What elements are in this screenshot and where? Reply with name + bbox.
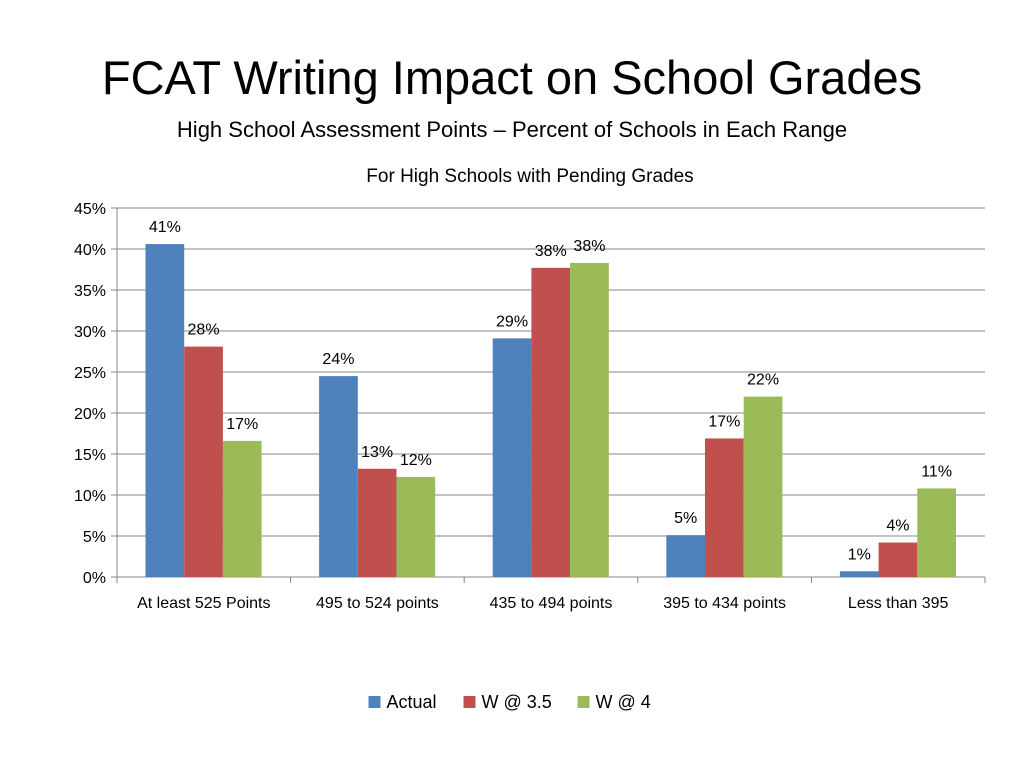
bar xyxy=(839,571,879,577)
y-tick-label: 0% xyxy=(83,570,106,587)
legend-label: W @ 3.5 xyxy=(482,692,552,712)
legend-swatch xyxy=(368,696,381,708)
y-tick-label: 30% xyxy=(74,324,106,341)
bar xyxy=(396,476,436,577)
bar xyxy=(705,438,744,577)
data-label: 11% xyxy=(921,463,952,480)
y-tick-label: 45% xyxy=(74,201,106,218)
y-tick-label: 20% xyxy=(74,406,106,423)
x-tick-label: 435 to 494 points xyxy=(490,595,613,612)
legend-label: W @ 4 xyxy=(596,692,651,712)
slide-subtitle: High School Assessment Points – Percent … xyxy=(176,117,848,142)
data-label: 41% xyxy=(149,219,181,236)
bar xyxy=(357,468,397,577)
slide-title: FCAT Writing Impact on School Grades xyxy=(101,51,923,104)
y-tick-label: 10% xyxy=(74,488,106,505)
y-tick-label: 15% xyxy=(74,447,106,464)
bar xyxy=(319,376,358,577)
y-tick-label: 5% xyxy=(83,529,106,546)
bar xyxy=(570,262,609,577)
data-label: 17% xyxy=(708,413,740,430)
chart-area: For High Schools with Pending Grades 0% 5… xyxy=(0,150,1024,740)
data-label: 12% xyxy=(400,452,432,469)
x-tick-label: At least 525 Points xyxy=(137,595,270,612)
data-label: 17% xyxy=(226,416,258,433)
legend-swatch xyxy=(463,696,476,708)
bar xyxy=(531,267,571,577)
x-tick-label: Less than 395 xyxy=(848,595,949,612)
bar xyxy=(878,542,918,577)
data-label: 29% xyxy=(496,313,528,330)
data-label: 4% xyxy=(886,518,909,535)
bar xyxy=(743,396,783,577)
data-labels: 41% 28% 17% 24% 13% 12% 29% 38% 38% 5% 17% 22% 1% 4% 1… xyxy=(149,219,952,563)
axes: 0% 5% 10% 15% 20% 25% 30% 35% 40% 45% At least 525… xyxy=(74,201,986,612)
bar-chart: For High Schools with Pending Grades 0% 5… xyxy=(74,166,986,712)
x-tick-label: 395 to 434 points xyxy=(663,595,786,612)
y-tick-label: 35% xyxy=(74,283,106,300)
bar xyxy=(222,440,262,577)
bar xyxy=(145,244,185,577)
legend-swatch xyxy=(577,696,590,708)
legend-label: Actual xyxy=(387,692,437,712)
bar xyxy=(492,338,532,577)
bar xyxy=(917,488,956,577)
data-label: 5% xyxy=(674,510,697,527)
bars xyxy=(145,244,956,577)
x-tick-label: 495 to 524 points xyxy=(316,595,439,612)
data-label: 22% xyxy=(747,372,779,389)
data-label: 1% xyxy=(848,546,871,563)
data-label: 24% xyxy=(322,351,354,368)
data-label: 38% xyxy=(573,238,605,255)
data-label: 38% xyxy=(535,243,567,260)
bar xyxy=(666,535,705,577)
chart-title: For High Schools with Pending Grades xyxy=(366,166,693,187)
y-tick-label: 25% xyxy=(74,365,106,382)
legend: Actual W @ 3.5 W @ 4 xyxy=(368,692,651,712)
y-tick-label: 40% xyxy=(74,242,106,259)
data-label: 13% xyxy=(361,444,393,461)
data-label: 28% xyxy=(188,322,220,339)
bar xyxy=(184,346,223,577)
